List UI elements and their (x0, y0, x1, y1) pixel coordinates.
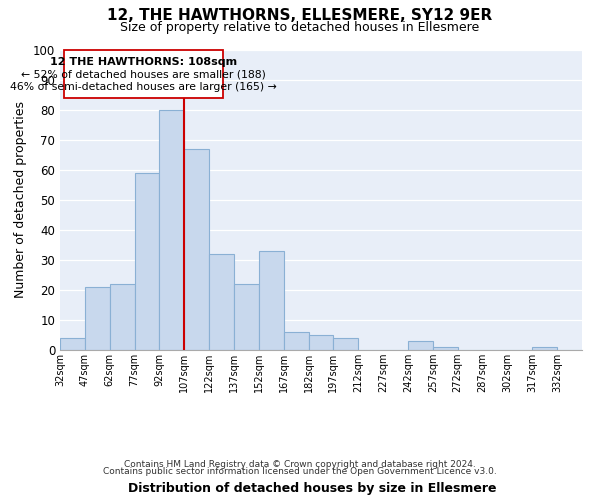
Bar (85, 287, 110, 350)
Bar (308, 335, 334, 350)
FancyBboxPatch shape (64, 50, 223, 98)
Y-axis label: Number of detached properties: Number of detached properties (14, 102, 28, 298)
Bar (184, 149, 209, 350)
Bar (259, 251, 284, 350)
Text: Contains public sector information licensed under the Open Government Licence v3: Contains public sector information licen… (103, 467, 497, 476)
Text: ← 52% of detached houses are smaller (188): ← 52% of detached houses are smaller (18… (21, 70, 266, 80)
Bar (334, 338, 358, 350)
Text: Contains HM Land Registry data © Crown copyright and database right 2024.: Contains HM Land Registry data © Crown c… (124, 460, 476, 469)
Text: 12, THE HAWTHORNS, ELLESMERE, SY12 9ER: 12, THE HAWTHORNS, ELLESMERE, SY12 9ER (107, 8, 493, 22)
Bar (408, 341, 433, 350)
Bar (209, 254, 234, 350)
Bar (110, 284, 134, 350)
Bar (284, 332, 308, 350)
Text: Distribution of detached houses by size in Ellesmere: Distribution of detached houses by size … (128, 482, 496, 495)
Text: 12 THE HAWTHORNS: 108sqm: 12 THE HAWTHORNS: 108sqm (50, 56, 237, 66)
Bar (433, 347, 458, 350)
Bar (532, 347, 557, 350)
Text: Size of property relative to detached houses in Ellesmere: Size of property relative to detached ho… (121, 21, 479, 34)
Bar (60, 338, 85, 350)
Bar (160, 110, 184, 350)
Bar (234, 284, 259, 350)
Text: 46% of semi-detached houses are larger (165) →: 46% of semi-detached houses are larger (… (10, 82, 277, 92)
Bar (134, 173, 160, 350)
